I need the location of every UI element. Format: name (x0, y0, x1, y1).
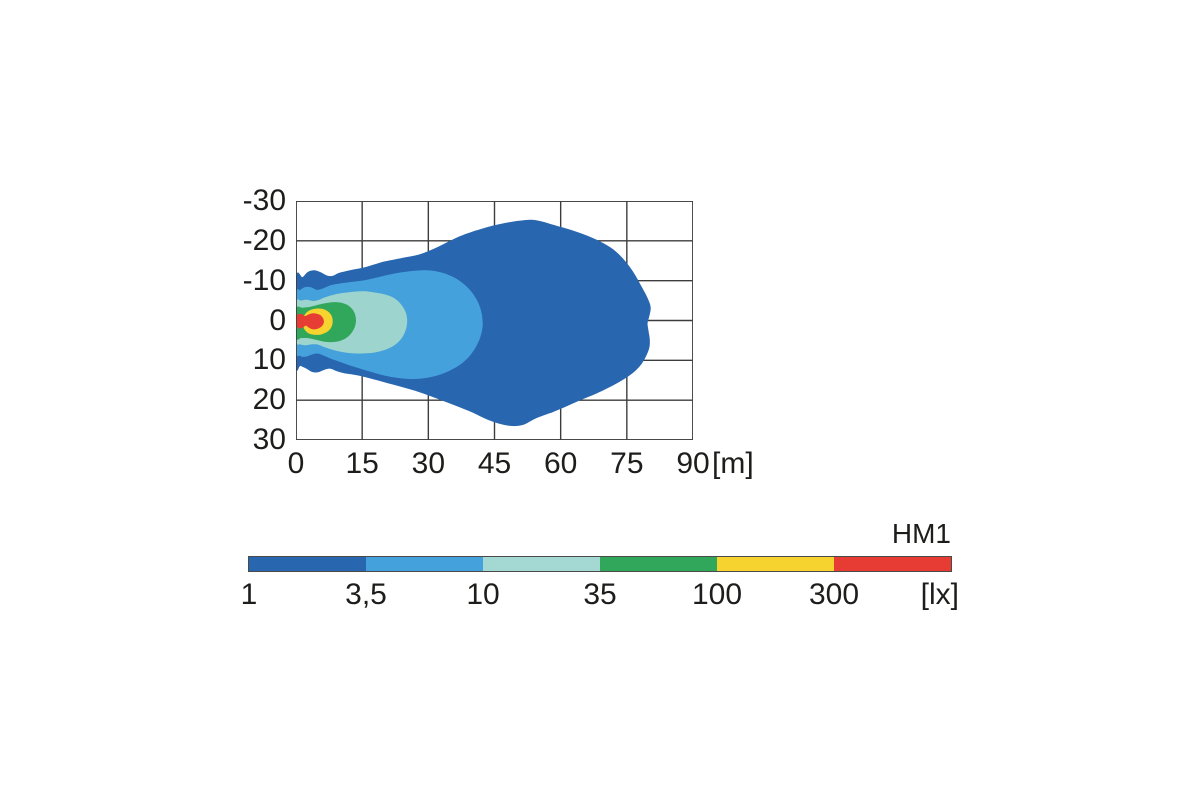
y-tick-label: -20 (242, 223, 286, 257)
plot-area (296, 201, 693, 440)
y-tick-label: 20 (252, 383, 286, 417)
y-tick-label: -10 (242, 263, 286, 297)
x-tick-label: 0 (287, 447, 305, 480)
beam-contour-plot (296, 201, 693, 440)
x-tick-label: 30 (411, 447, 446, 480)
legend-labels: [lx] 1 3,5 10 35 100 300 (241, 578, 959, 612)
legend-value-label: 35 (583, 578, 617, 611)
x-axis-ticks: 0 15 30 45 60 75 90 (288, 447, 710, 483)
legend-value-label: 1 (240, 578, 258, 611)
legend-color-segment-35lx (600, 557, 717, 571)
legend-color-segment-100lx (717, 557, 834, 571)
legend-unit-label: [lx] (920, 578, 959, 611)
x-tick-label: 90 (676, 447, 710, 480)
legend-color-segment-1lx (249, 557, 366, 571)
legend-color-bar (249, 557, 951, 571)
legend-color-segment-3,5lx (366, 557, 483, 571)
x-axis-unit-label: [m] (712, 447, 754, 480)
y-tick-label: 30 (252, 423, 286, 456)
y-axis-ticks: -30 -20 -10 0 10 20 30 (0, 186, 286, 455)
legend-value-label: 300 (808, 578, 860, 611)
legend-series-label: HM1 (891, 518, 951, 549)
y-tick-label: 0 (269, 303, 286, 337)
x-tick-label: 15 (345, 447, 379, 480)
x-tick-label: 45 (477, 447, 512, 480)
legend-value-label: 3,5 (345, 578, 387, 611)
x-tick-label: 60 (543, 447, 578, 480)
y-tick-label: 10 (252, 343, 286, 377)
x-tick-label: 75 (610, 447, 644, 480)
legend-value-label: 100 (691, 578, 743, 611)
legend-color-segment-300lx (834, 557, 951, 571)
y-tick-label: -30 (242, 184, 286, 217)
legend-color-segment-10lx (483, 557, 600, 571)
isolux-contour-300lx (296, 313, 324, 330)
legend-value-label: 10 (466, 578, 500, 611)
